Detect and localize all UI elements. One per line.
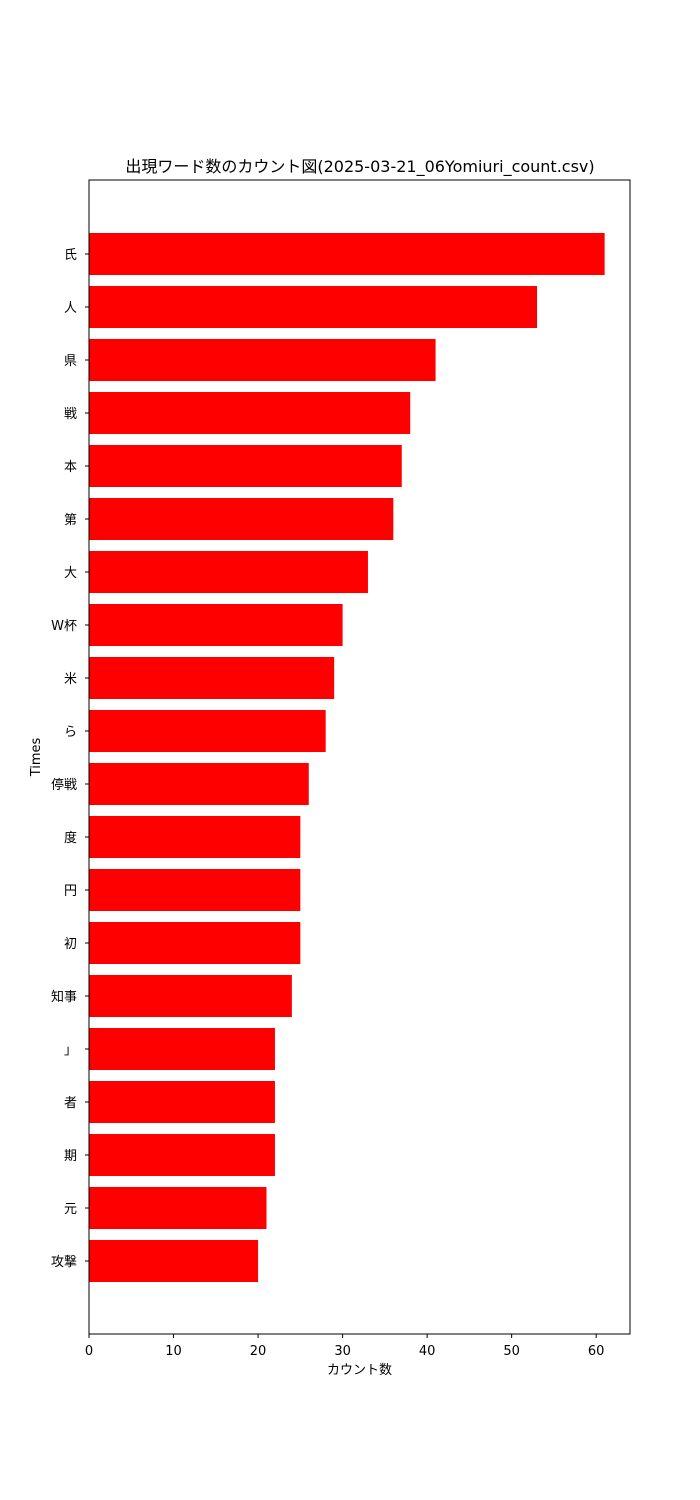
bar-9 [89,710,326,752]
y-tick-label: 者 [64,1096,77,1111]
y-tick-label: 戦 [64,407,77,422]
bar-2 [89,339,436,381]
x-tick-label: 0 [85,1344,93,1359]
x-tick-label: 20 [250,1344,267,1359]
y-tick-label: 米 [64,672,77,687]
bar-3 [89,392,411,434]
y-tick-label: 攻撃 [51,1254,77,1270]
bar-5 [89,498,394,540]
y-tick-label: 円 [64,884,77,899]
bar-13 [89,922,301,964]
y-tick-label: 大 [64,566,77,581]
y-tick-label: 期 [64,1149,77,1164]
bar-7 [89,604,343,646]
y-tick-label: W杯 [51,619,77,634]
chart-title: 出現ワード数のカウント図(2025-03-21_06Yomiuri_count.… [125,157,594,177]
y-axis-title: Times [29,737,44,777]
y-tick-label: 氏 [64,248,77,263]
y-tick-label: ら [64,725,77,740]
y-tick-label: 度 [64,830,77,846]
bar-6 [89,551,368,593]
y-tick-label: 人 [64,301,77,316]
y-tick-label: 初 [64,937,77,952]
bar-11 [89,816,301,858]
x-tick-label: 10 [165,1344,182,1359]
x-ticks-group: 0 10 20 30 40 50 60 [85,1334,605,1359]
bar-10 [89,763,309,805]
bar-14 [89,975,292,1017]
x-tick-label: 40 [419,1344,436,1359]
plot-frame [88,179,631,1335]
bar-19 [89,1240,259,1282]
bar-18 [89,1187,267,1229]
x-tick-label: 60 [588,1344,605,1359]
bar-4 [89,445,402,487]
bar-0 [89,233,605,275]
bar-16 [89,1081,275,1123]
bar-12 [89,869,301,911]
bar-8 [89,657,335,699]
bar-17 [89,1134,275,1176]
x-tick-label: 30 [334,1344,351,1359]
bars-group [89,233,605,1282]
x-tick-label: 50 [503,1344,520,1359]
y-tick-label: 本 [64,460,77,475]
y-tick-label: 第 [64,513,77,528]
y-tick-label: 県 [64,354,77,369]
y-tick-label: 停戦 [51,777,77,793]
y-tick-label: 知事 [51,989,77,1005]
x-axis-title: カウント数 [327,1363,392,1378]
y-tick-label: 元 [64,1202,77,1217]
y-tick-label: 」 [64,1043,77,1058]
bar-1 [89,286,538,328]
bar-15 [89,1028,275,1070]
